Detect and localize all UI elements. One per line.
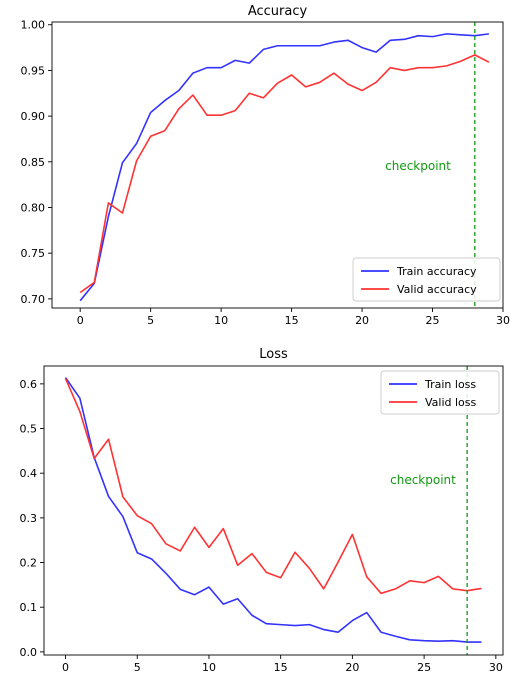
- accuracy-checkpoint-label: checkpoint: [385, 159, 451, 173]
- loss-y-tick-label: 0.5: [20, 423, 38, 436]
- accuracy-y-tick-label: 0.80: [21, 201, 46, 214]
- accuracy-panel: Accuracy checkpoint 0 5 10 15 20 25 30 0.70 0.75 0.…: [21, 4, 510, 327]
- accuracy-chart-title: Accuracy: [248, 4, 308, 19]
- accuracy-x-tick-label: 5: [147, 314, 154, 327]
- loss-series-train-loss: [64, 377, 482, 643]
- accuracy-x-tick-label: 10: [214, 314, 228, 327]
- accuracy-y-tick-label: 0.70: [21, 293, 46, 306]
- loss-legend-label-train-loss: Train loss: [424, 378, 476, 391]
- loss-y-tick-label: 0.6: [20, 378, 38, 391]
- accuracy-legend-label-valid-accuracy: Valid accuracy: [397, 283, 477, 296]
- accuracy-x-tick-label: 25: [426, 314, 440, 327]
- loss-axes-frame: [43, 365, 504, 656]
- loss-y-tick-label: 0.0: [20, 646, 38, 659]
- accuracy-y-tick-label: 0.85: [21, 156, 46, 169]
- accuracy-y-tick-label: 1.00: [21, 19, 46, 32]
- loss-x-tick-label: 15: [274, 661, 288, 674]
- loss-x-tick-label: 25: [417, 661, 431, 674]
- loss-x-tick-label: 30: [489, 661, 503, 674]
- accuracy-legend: Train accuracy Valid accuracy: [352, 257, 501, 302]
- accuracy-series-valid-accuracy: [79, 54, 490, 294]
- accuracy-x-tick-label: 0: [77, 314, 84, 327]
- loss-legend-label-valid-loss: Valid loss: [425, 396, 477, 409]
- loss-y-tick-label: 0.1: [20, 601, 38, 614]
- accuracy-axes-frame: [51, 21, 504, 309]
- loss-legend-box: [380, 370, 500, 415]
- loss-series-valid-loss: [64, 378, 482, 595]
- loss-chart-title: Loss: [259, 347, 288, 362]
- accuracy-legend-box: [352, 257, 501, 302]
- loss-x-tick-label: 20: [345, 661, 359, 674]
- loss-y-tick-label: 0.2: [20, 557, 38, 570]
- loss-checkpoint-label: checkpoint: [390, 473, 456, 487]
- loss-y-tick-label: 0.3: [20, 512, 38, 525]
- accuracy-series-train-accuracy: [79, 33, 490, 302]
- accuracy-legend-label-train-accuracy: Train accuracy: [396, 265, 477, 278]
- accuracy-y-tick-label: 0.75: [21, 247, 46, 260]
- loss-y-tick-label: 0.4: [20, 467, 38, 480]
- loss-x-tick-label: 0: [62, 661, 69, 674]
- accuracy-y-tick-label: 0.95: [21, 64, 46, 77]
- loss-x-tick-label: 10: [202, 661, 216, 674]
- loss-panel: Loss checkpoint 0 5 10 15 20 25 30 0.0 0.1 0.2 0.3 0.…: [20, 347, 504, 674]
- loss-x-tick-label: 5: [134, 661, 141, 674]
- accuracy-y-tick-label: 0.90: [21, 110, 46, 123]
- accuracy-x-tick-label: 30: [496, 314, 510, 327]
- accuracy-x-tick-label: 15: [285, 314, 299, 327]
- loss-legend: Train loss Valid loss: [380, 370, 500, 415]
- accuracy-x-tick-label: 20: [355, 314, 369, 327]
